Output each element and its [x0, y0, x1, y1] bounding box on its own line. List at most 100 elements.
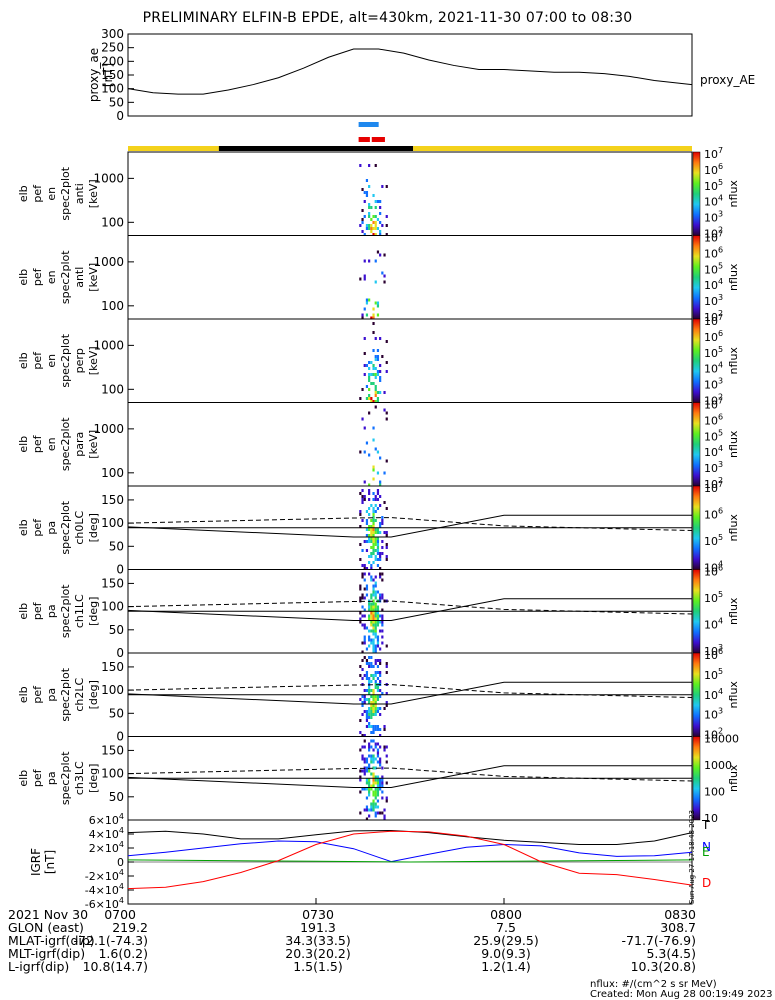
- spectrogram-cell: [363, 638, 366, 642]
- spectrogram-cell: [376, 549, 380, 552]
- panel-ylabel: para: [73, 432, 86, 457]
- spectrogram-cell: [370, 725, 373, 728]
- spectrogram-cell: [370, 802, 373, 806]
- spectrogram-cell: [376, 355, 380, 358]
- spectrogram-cell: [372, 590, 375, 594]
- colorbar-tick-label: 104: [704, 687, 723, 702]
- colorbar-tick-label: 103: [704, 707, 723, 722]
- spectrogram-cell: [361, 659, 364, 662]
- spectrogram-cell: [379, 680, 382, 683]
- spectrogram-cell: [370, 531, 373, 534]
- spectrogram-cell: [381, 778, 384, 782]
- spectrogram-cell: [374, 683, 377, 686]
- ae-ytick-label: 250: [101, 41, 124, 55]
- spectrogram-cell: [372, 793, 375, 797]
- spectrogram-cell: [363, 698, 366, 701]
- spectrogram-cell: [376, 358, 380, 361]
- colorbar-tick-label: 107: [704, 230, 723, 245]
- spectrogram-cell: [372, 725, 375, 728]
- panel-ylabel: [deg]: [87, 680, 100, 709]
- spectrogram-cell: [385, 361, 388, 364]
- spectrogram-cell: [370, 534, 373, 537]
- igrf-line-D: [127, 830, 693, 890]
- spectrogram-cell: [372, 802, 375, 806]
- spectrogram-cell: [376, 790, 380, 794]
- spectrogram-cell: [372, 701, 375, 704]
- spectrogram-panel-8: [127, 736, 701, 821]
- spectrogram-cell: [368, 373, 371, 376]
- spectrogram-cell: [370, 504, 373, 507]
- spectrogram-cell: [365, 298, 369, 302]
- spectrogram-cell: [383, 531, 386, 534]
- info-value: 7.5: [496, 920, 516, 935]
- spectrogram-cell: [372, 194, 375, 197]
- spectrogram-cell: [374, 796, 377, 800]
- panel-ylabel: pef: [31, 685, 44, 704]
- colorbar-tick-label: 104: [704, 617, 723, 632]
- spectrogram-cell: [376, 611, 380, 615]
- colorbar-tick-label: 105: [704, 178, 723, 193]
- spectrogram-cell: [370, 316, 373, 320]
- spectrogram-cell: [372, 400, 375, 403]
- spectrogram-cell: [368, 644, 371, 648]
- spectrogram-cell: [376, 620, 380, 624]
- spectrogram-cell: [374, 558, 377, 561]
- spectrogram-cell: [372, 674, 375, 677]
- panel-ylabel: elb: [17, 185, 30, 202]
- spectrogram-cell: [372, 754, 375, 758]
- spectrogram-cell: [365, 674, 369, 677]
- colorbar: [692, 736, 701, 821]
- spectrogram-cell: [376, 707, 380, 710]
- date-label: 2021 Nov 30: [8, 907, 89, 922]
- colorbar-tick-label: 102: [704, 727, 723, 742]
- spectrogram-cell: [361, 754, 364, 758]
- info-value: -71.7(-76.9): [622, 933, 696, 948]
- mlat-label: MLAT-igrf(dip): [8, 933, 95, 948]
- spectrogram-cell: [363, 426, 366, 430]
- ae-ytick-label: 300: [101, 27, 124, 41]
- spectrogram-cell: [363, 674, 366, 677]
- spectrogram-cell: [361, 734, 364, 737]
- spectrogram-cell: [374, 635, 377, 639]
- panel-ylabel: spec2plot: [59, 584, 72, 638]
- igrf-ytick-label: -6×104: [85, 896, 124, 911]
- spectrogram-cell: [370, 620, 373, 624]
- spectrogram-cell: [359, 277, 362, 281]
- spectrogram-cell: [383, 253, 386, 257]
- spectrogram-cell: [370, 519, 373, 522]
- spectrogram-cell: [376, 784, 380, 788]
- spectrogram-cell: [385, 417, 388, 421]
- spectrogram-cell: [376, 710, 380, 713]
- spectrogram-cell: [374, 611, 377, 615]
- spectrogram-cell: [376, 400, 380, 403]
- spectrogram-cell: [359, 587, 362, 591]
- info-value: 25.9(29.5): [473, 933, 538, 948]
- spectrogram-cell: [379, 662, 382, 665]
- spectrogram-cell: [376, 552, 380, 555]
- spectrogram-cell: [363, 277, 366, 281]
- colorbar-tick-label: 106: [704, 162, 723, 177]
- spectrogram-cell: [368, 689, 371, 692]
- ae-ytick-label: 0: [116, 109, 124, 123]
- spectrogram-cell: [374, 725, 377, 728]
- spectrogram-panel-7: [127, 652, 701, 737]
- spectrogram-cell: [374, 629, 377, 633]
- panel-ylabel: ch2LC: [73, 678, 86, 712]
- spectrogram-cell: [374, 617, 377, 621]
- spectrogram-cell: [376, 644, 380, 648]
- panel-ylabel: spec2plot: [59, 333, 72, 387]
- spectrogram-cell: [365, 385, 369, 388]
- spectrogram-cell: [376, 558, 380, 561]
- panel-ylabel: spec2plot: [59, 500, 72, 554]
- spectrogram-cell: [368, 722, 371, 725]
- spectrogram-cell: [374, 605, 377, 609]
- spectrogram-cell: [363, 623, 366, 627]
- science-zone-bar: [358, 122, 379, 127]
- spectrogram-cell: [361, 498, 364, 501]
- spectrogram-cell: [379, 674, 382, 677]
- colorbar-tick-label: 103: [704, 460, 723, 475]
- spectrogram-cell: [365, 659, 369, 662]
- spectrogram-cell: [379, 620, 382, 624]
- spectrogram-cell: [363, 596, 366, 600]
